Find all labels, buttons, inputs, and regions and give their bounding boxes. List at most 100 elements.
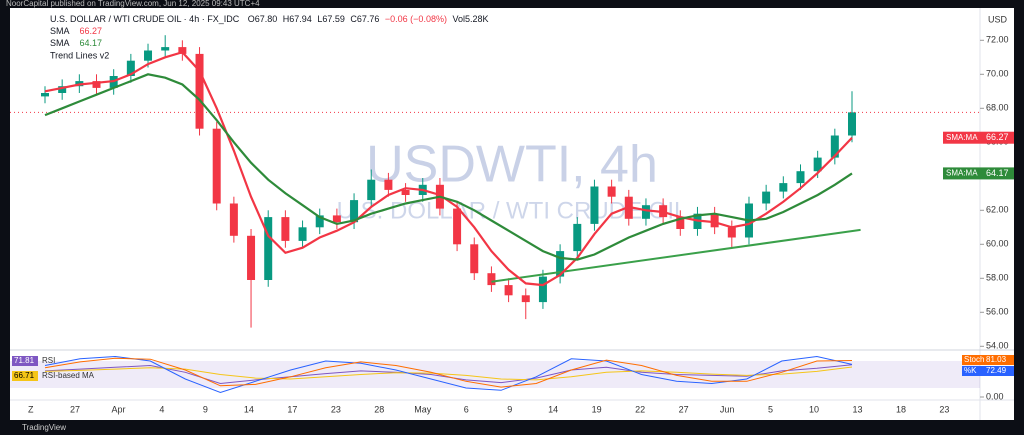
value-tag [12,371,38,381]
publisher: NoorCapital published on TradingView.com… [6,0,260,8]
low: L67.59 [317,14,345,24]
sma-label: SMA [50,26,70,36]
y-tick-label: 70.00 [986,69,1009,79]
candle-body [727,227,736,238]
value-tag [962,355,1014,365]
candle-body [487,273,496,286]
candle-body [521,295,530,303]
sma-tag-name: SMA:MA [946,169,978,178]
candle-body [556,251,565,277]
candle-body [41,93,49,97]
legend-trend: Trend Lines v2 [50,50,109,60]
candle-body [126,60,135,76]
value-tag-name: %K [964,366,977,375]
candle-body [298,227,307,241]
candle-body [590,186,599,224]
y-tick-label: 72.00 [986,35,1009,45]
candle-body [144,50,153,61]
candle-body [315,215,324,228]
sma-value: 66.27 [80,26,103,36]
y-tick-label: 58.00 [986,273,1009,283]
value-tag-value: 81.03 [986,355,1007,364]
candle-body [161,47,170,51]
watermark-sub: U.S. DOLLAR / WTI CRUDE OIL [337,197,688,224]
x-tick-label: 23 [331,404,341,414]
trend-line [491,228,861,283]
x-tick-label: 6 [464,404,469,414]
y-tick-label: 62.00 [986,205,1009,215]
x-tick-label: May [414,404,432,414]
y-tick-label: 54.00 [986,341,1009,351]
candle-body [212,128,221,204]
candle-body [538,276,547,303]
value-tag-value: 71.81 [14,356,35,365]
value-tag-value: 66.71 [14,371,35,380]
value-tag [962,366,1014,376]
candle-body [350,200,359,223]
x-tick-label: 14 [548,404,558,414]
candle-body [830,135,839,158]
currency: USD [988,14,1008,24]
oscillator-line [44,355,853,394]
oscillator-band [10,361,980,388]
sma-line [44,73,853,261]
candle-body [178,47,187,54]
sma-tag [943,167,1014,180]
brand: TradingView [22,423,66,432]
legend-sma-fast: SMA 66.27 [50,26,102,36]
x-tick-label: Jun [720,404,735,414]
value-tag-name: RSI-based MA [42,371,95,380]
close: C67.76 [350,14,379,24]
change: −0.06 (−0.08%) [385,14,447,24]
value-tag [12,356,38,366]
x-tick-label: Apr [111,404,125,414]
y-tick-label: 56.00 [986,307,1009,317]
sma-label: SMA [50,38,70,48]
candle-body [195,53,204,129]
y-tick-label: 0.00 [986,391,1004,401]
candle-body [573,223,582,252]
x-tick-label: 5 [768,404,773,414]
sma-line [44,50,853,287]
x-tick-label: 14 [244,404,254,414]
legend-symbol: U.S. DOLLAR / WTI CRUDE OIL · 4h · FX_ID… [50,14,489,24]
volume: Vol5.28K [452,14,488,24]
x-tick-label: 4 [159,404,164,414]
sma-tag-name: SMA:MA [946,133,978,142]
x-tick-label: 27 [70,404,80,414]
x-tick-label: 17 [287,404,297,414]
x-tick-label: 28 [374,404,384,414]
candle-body [58,86,67,93]
x-tick-label: 22 [635,404,645,414]
candle-body [247,235,256,280]
candle-body [92,81,101,88]
candle-body [367,179,376,201]
oscillator-line [44,357,853,388]
sma-tag-value: 66.27 [986,132,1009,142]
candle-body [676,217,685,229]
legend-sma-slow: SMA 64.17 [50,38,102,48]
x-tick-label: 23 [939,404,949,414]
candle-body [384,179,393,190]
candle-body [453,208,462,245]
symbol: U.S. DOLLAR / WTI CRUDE OIL · 4h · FX_ID… [50,14,240,24]
x-tick-label: 19 [592,404,602,414]
sma-tag-value: 64.17 [986,168,1009,178]
candle-body [779,183,788,192]
value-tag-name: RSI [42,356,55,365]
candle-body [332,215,341,223]
x-tick-label: 10 [809,404,819,414]
candle-body [504,285,513,296]
candle-body [710,213,719,228]
open: O67.80 [248,14,278,24]
high: H67.94 [283,14,312,24]
candle-body [229,203,238,236]
candle-body [762,191,771,204]
zoom-icon[interactable]: Z [28,404,34,414]
candle-body [607,186,616,197]
candle-body [470,244,479,274]
x-tick-label: 18 [896,404,906,414]
value-tag-value: 72.49 [986,366,1007,375]
